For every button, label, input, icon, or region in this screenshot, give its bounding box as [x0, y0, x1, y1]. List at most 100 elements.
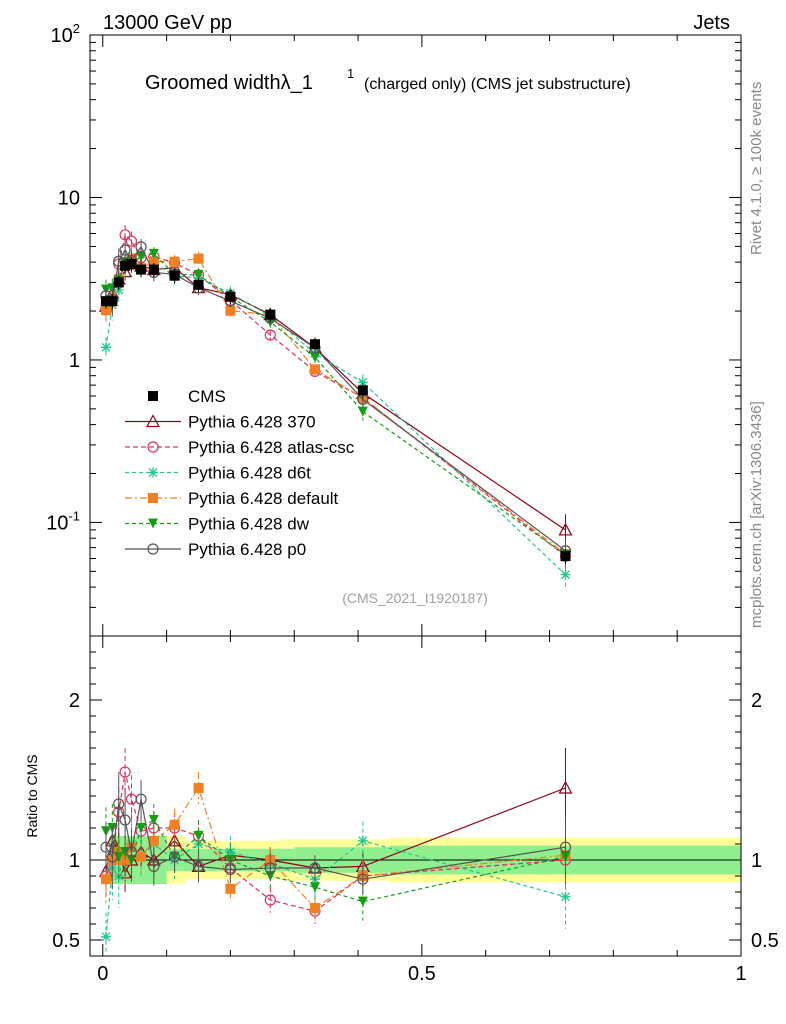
ratio-point [193, 783, 204, 793]
ratio-point [135, 793, 147, 805]
legend-entry-p370: Pythia 6.428 370 [125, 413, 316, 432]
ratio-point [100, 931, 111, 942]
ratio-point [148, 815, 159, 825]
ratio-point [113, 798, 125, 810]
cms-point [107, 296, 118, 307]
y-tick-label-base: 10 [51, 25, 73, 47]
legend: CMS Pythia 6.428 370 Pythia 6.428 atlas-cs… [125, 387, 355, 559]
ratio-axes-ticks: 0.5 0.51 12 20 0.5 1 [52, 636, 779, 985]
y-tick-label: 10 [58, 187, 80, 209]
legend-marker [147, 441, 159, 453]
cms-point [560, 551, 571, 562]
legend-label: Pythia 6.428 370 [188, 413, 316, 432]
ratio-point [309, 862, 321, 874]
ratio-point [125, 846, 138, 858]
ratio-y-tick-label-right: 1 [751, 850, 762, 872]
ratio-y-tick-label-right: 0.5 [751, 930, 779, 952]
series-line [105, 257, 566, 555]
header-left: 13000 GeV pp [103, 12, 232, 34]
ratio-point [558, 780, 573, 794]
ratio-series-p0 [100, 772, 572, 896]
data-point [264, 329, 276, 341]
series-cms [100, 257, 571, 564]
ratio-point [192, 860, 205, 873]
legend-marker [148, 467, 158, 478]
ratio-point [225, 883, 236, 894]
y-tick-label: 10-1 [46, 508, 80, 534]
data-point [135, 241, 147, 253]
ratio-point [309, 882, 320, 893]
y-tick-label-exponent: -1 [68, 508, 80, 523]
series-line [105, 256, 566, 576]
legend-label: Pythia 6.428 dw [188, 515, 310, 534]
legend-label: Pythia 6.428 atlas-csc [188, 438, 355, 457]
ratio-point [559, 841, 572, 853]
legend-marker [147, 543, 159, 555]
series-d6t [100, 244, 571, 591]
series-default [100, 248, 571, 570]
legend-label: Pythia 6.428 d6t [188, 464, 311, 483]
legend-entry-cms: CMS [148, 387, 226, 406]
y-tick-label-exponent: 2 [73, 21, 80, 36]
title-lambda: λ_1 [281, 72, 313, 94]
ratio-y-tick-label: 1 [69, 850, 80, 872]
data-point [148, 256, 159, 267]
data-point [309, 364, 320, 375]
cms-point [126, 258, 137, 269]
analysis-id: (CMS_2021_I1920187) [342, 590, 488, 606]
cms-point [169, 270, 180, 281]
ratio-point [309, 903, 320, 913]
ratio-point [168, 851, 181, 863]
data-point [309, 352, 320, 363]
ratio-series-layer [98, 748, 573, 955]
ratio-point [264, 894, 276, 906]
ratio-series-line [105, 840, 566, 937]
main-series-layer [98, 224, 573, 591]
data-point [357, 377, 368, 388]
legend-label: CMS [188, 387, 226, 406]
series-dw [100, 247, 571, 571]
ratio-point [119, 814, 131, 826]
x-tick-label: 0.5 [408, 963, 436, 985]
data-point [558, 522, 573, 536]
data-point [357, 406, 368, 417]
legend-entry-atlas: Pythia 6.428 atlas-csc [125, 438, 355, 457]
cms-point [193, 279, 204, 290]
cms-point [357, 385, 368, 396]
ratio-series-line [105, 799, 566, 880]
ratio-point [357, 873, 369, 885]
ratio-point [100, 841, 112, 853]
legend-entry-d6t: Pythia 6.428 d6t [125, 464, 311, 483]
ratio-point [357, 835, 368, 846]
ratio-point [225, 847, 236, 857]
ratio-y-tick-label: 0.5 [52, 930, 80, 952]
ratio-point [357, 896, 368, 907]
data-point [560, 569, 571, 580]
y-tick-label-base: 10 [46, 512, 68, 534]
ratio-point [148, 835, 159, 846]
ratio-ylabel: Ratio to CMS [24, 754, 40, 837]
data-point [136, 251, 147, 262]
ratio-point [169, 819, 180, 830]
data-point [148, 248, 159, 259]
legend-label: Pythia 6.428 default [188, 489, 339, 508]
ratio-plot-frame [89, 635, 742, 957]
legend-marker [148, 493, 158, 503]
plot-title: Groomed widthλ_1 1 (charged only) (CMS j… [145, 66, 631, 94]
data-point [169, 256, 180, 267]
y-tick-label: 1 [69, 350, 80, 372]
ratio-y-tick-label-right: 2 [751, 690, 762, 712]
legend-marker [148, 391, 158, 401]
ratio-point [119, 766, 131, 778]
series-line [105, 253, 566, 556]
ratio-point [136, 823, 147, 833]
ratio-point [264, 862, 276, 874]
ratio-point [136, 851, 147, 862]
ratio-point [560, 891, 571, 902]
ratio-y-tick-label: 2 [69, 690, 80, 712]
header-right: Jets [693, 12, 730, 34]
mcplots-label: mcplots.cern.ch [arXiv:1306.3436] [748, 401, 765, 628]
cms-point [120, 260, 131, 271]
ratio-point [100, 874, 111, 885]
